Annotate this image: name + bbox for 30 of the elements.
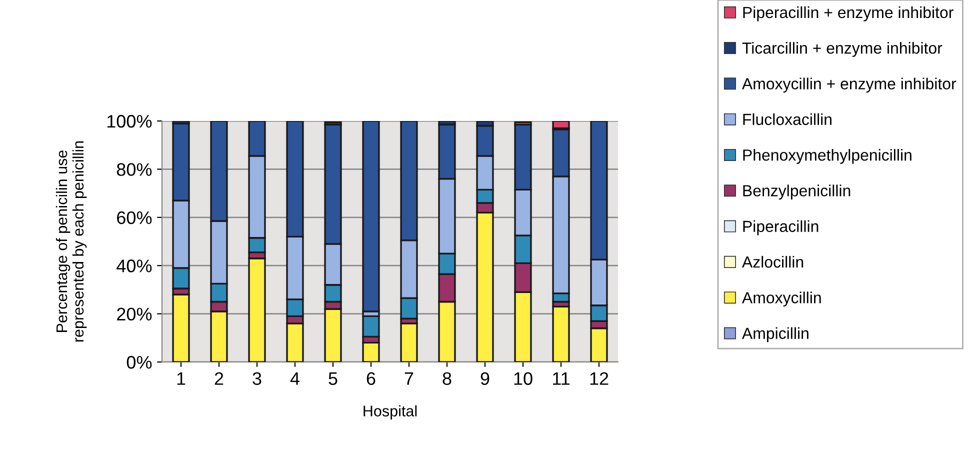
x-tick-label: 10	[514, 372, 532, 385]
x-tick-label: 2	[214, 372, 224, 385]
legend-label: Ampicillin	[742, 327, 808, 342]
legend-label: Piperacillin + enzyme inhibitor	[743, 6, 954, 22]
legend-label: Azlocillin	[742, 256, 804, 268]
legend-label: Amoxycillin + enzyme inhibitor	[742, 78, 956, 93]
x-tick-label: 1	[177, 372, 186, 385]
legend-label: Benzylpenicillin	[743, 184, 850, 200]
x-tick-label: 12	[590, 372, 608, 385]
legend-label: Amoxycillin	[742, 292, 821, 306]
x-tick-label: 4	[290, 372, 300, 385]
y-tick-label: 80%	[116, 163, 152, 176]
x-tick-label: 9	[480, 372, 490, 385]
x-tick-label: 6	[366, 372, 376, 385]
x-axis-title: Hospital	[364, 405, 417, 420]
y-tick-label: 0%	[126, 356, 152, 369]
legend-label: Ticarcillin + enzyme inhibitor	[742, 42, 942, 57]
x-tick-label: 3	[252, 372, 262, 385]
legend-label: Flucloxacillin	[743, 113, 832, 126]
x-tick-label: 8	[442, 372, 452, 385]
x-tick-label: 5	[328, 372, 338, 385]
y-tick-label: 100%	[107, 114, 152, 128]
y-tick-label: 60%	[117, 211, 152, 224]
x-tick-label: 7	[404, 372, 414, 385]
y-tick-label: 20%	[117, 308, 152, 321]
legend-label: Phenoxymethylpenicillin	[743, 149, 912, 164]
legend-label: Piperacillin	[743, 220, 818, 236]
x-tick-label: 11	[553, 372, 570, 385]
y-axis-title: Percentage of penicilin use represented by each penicillin	[56, 141, 87, 342]
y-tick-label: 40%	[116, 260, 152, 272]
